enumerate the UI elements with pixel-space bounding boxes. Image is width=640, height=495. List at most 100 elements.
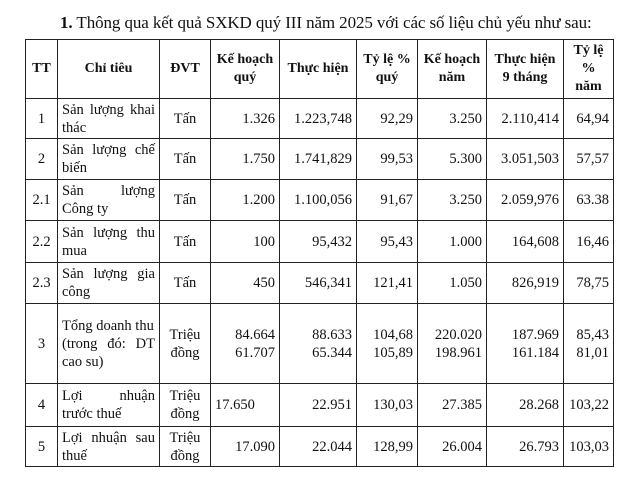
cell-tl-nam: 63.38	[563, 179, 614, 221]
cell-text: 26.793	[519, 438, 559, 455]
cell-text: 1.741,829	[294, 151, 352, 167]
cell-text: 121,41	[373, 275, 413, 291]
cell-th9: 26.793	[486, 426, 564, 467]
cell-th9: 164,608	[486, 220, 564, 263]
cell-th9: 2.110,414	[486, 98, 564, 139]
cell-text: 2	[37, 151, 46, 167]
cell-tl-nam: 16,46	[563, 220, 614, 263]
cell-tt: 1	[25, 98, 58, 139]
cell-th: 1.741,829	[279, 138, 357, 180]
cell-tt: 3	[25, 303, 58, 384]
cell-text: 3.051,503	[501, 151, 559, 167]
cell-unit: Tấn	[159, 220, 211, 263]
cell-text: 88.633	[312, 326, 352, 343]
cell-tl-nam: 78,75	[563, 262, 614, 304]
cell-text: 2.1	[32, 192, 51, 208]
cell-text: 17.650	[215, 397, 255, 413]
cell-text-sub: 65.344	[312, 344, 352, 361]
cell-text: 95,432	[312, 233, 352, 250]
cell-kh-quy: 17.090	[210, 426, 280, 467]
cell-kh-quy: 84.664 61.707	[210, 303, 280, 384]
cell-tl-quy: 95,43	[356, 220, 418, 263]
cell-text: Sản lượng thu mua	[62, 224, 155, 259]
cell-text: 1.750	[242, 151, 275, 167]
cell-text: 16,46	[576, 233, 609, 250]
cell-text: Triệu đồng	[169, 388, 201, 422]
cell-name: Sản lượng Công ty	[57, 179, 160, 221]
cell-tl-nam: 64,94	[563, 98, 614, 139]
cell-text: 1.000	[449, 233, 482, 250]
cell-kh-quy: 17.650	[210, 383, 280, 427]
cell-tt: 2.2	[25, 220, 58, 263]
table-row: 4 Lợi nhuận trước thuế Triệu đồng 17.650 22.…	[25, 383, 614, 427]
cell-text: Tấn	[173, 192, 197, 208]
cell-text: 26.004	[442, 438, 482, 455]
cell-th: 22.044	[279, 426, 357, 467]
cell-kh-nam: 3.250	[417, 98, 487, 139]
cell-name: Tổng doanh thu (trong đó: DT cao su)	[57, 303, 160, 384]
cell-text: 128,99	[373, 438, 413, 455]
cell-text: Tấn	[173, 151, 197, 167]
cell-unit: Triệu đồng	[159, 383, 211, 427]
header-ke-hoach-quy: Kế hoạch quý	[210, 39, 280, 99]
cell-text: 546,341	[304, 275, 352, 291]
section-title: 1. Thông qua kết quả SXKD quý III năm 20…	[60, 13, 592, 33]
cell-text: 85,43	[576, 326, 609, 343]
header-thuc-hien-9-thang: Thực hiện 9 tháng	[486, 39, 564, 99]
cell-text: Sản lượng gia công	[62, 266, 155, 300]
cell-text: 2.3	[32, 275, 51, 291]
header-thuc-hien: Thực hiện	[279, 39, 357, 99]
cell-tl-quy: 121,41	[356, 262, 418, 304]
cell-text: 99,53	[380, 151, 413, 167]
header-dvt: ĐVT	[159, 39, 211, 99]
cell-text: 27.385	[442, 397, 482, 413]
cell-text: 3.250	[449, 110, 482, 127]
cell-kh-nam: 26.004	[417, 426, 487, 467]
cell-th: 546,341	[279, 262, 357, 304]
cell-tt: 2.1	[25, 179, 58, 221]
cell-kh-nam: 3.250	[417, 179, 487, 221]
cell-name: Lợi nhuận trước thuế	[57, 383, 160, 427]
header-tt: TT	[25, 39, 58, 99]
cell-text: 104,68	[373, 326, 413, 343]
cell-text: 187.969	[511, 326, 559, 343]
section-title-text: Thông qua kết quả SXKD quý III năm 2025 …	[72, 13, 592, 32]
cell-name: Sản lượng thu mua	[57, 220, 160, 263]
cell-text: Tấn	[173, 275, 197, 291]
cell-tl-quy: 128,99	[356, 426, 418, 467]
cell-text: 22.951	[312, 397, 352, 413]
table-row: 2.2 Sản lượng thu mua Tấn 100 95,432 95,43 1.0…	[25, 220, 614, 263]
cell-text: 5.300	[449, 151, 482, 167]
cell-text: 1.223,748	[294, 110, 352, 127]
cell-text: Tấn	[173, 233, 197, 250]
cell-kh-nam: 5.300	[417, 138, 487, 180]
cell-th9: 826,919	[486, 262, 564, 304]
header-chi-tieu: Chỉ tiêu	[57, 39, 160, 99]
cell-text: 164,608	[511, 233, 559, 250]
cell-th9: 187.969 161.184	[486, 303, 564, 384]
cell-th9: 3.051,503	[486, 138, 564, 180]
cell-text: 1.326	[242, 110, 275, 127]
cell-kh-quy: 1.326	[210, 98, 280, 139]
cell-text: Triệu đồng	[169, 326, 201, 361]
cell-tt: 2.3	[25, 262, 58, 304]
cell-tl-nam: 103,22	[563, 383, 614, 427]
cell-text-sub: 198.961	[434, 344, 482, 361]
table-row: 2.3 Sản lượng gia công Tấn 450 546,341 121,41…	[25, 262, 614, 304]
cell-name: Sản lượng gia công	[57, 262, 160, 304]
cell-tl-quy: 91,67	[356, 179, 418, 221]
cell-text: 84.664	[235, 326, 275, 343]
cell-text-sub: 105,89	[373, 344, 413, 361]
cell-kh-quy: 100	[210, 220, 280, 263]
results-table: TT Chỉ tiêu ĐVT Kế hoạch quý Thực hiện T…	[25, 39, 614, 467]
cell-text: 130,03	[373, 397, 413, 413]
table-row: 5 Lợi nhuận sau thuế Triệu đồng 17.090 22.04…	[25, 426, 614, 467]
cell-tl-quy: 92,29	[356, 98, 418, 139]
cell-text: Sản lượng khai thác	[62, 101, 155, 136]
cell-text-sub: (trong đó: DT cao su)	[62, 335, 155, 370]
header-ty-le-nam: Tỷ lệ % năm	[563, 39, 614, 99]
section-number: 1.	[60, 13, 73, 32]
cell-text: 1.100,056	[294, 192, 352, 208]
cell-text-sub: 161.184	[511, 344, 559, 361]
table-row: 2 Sản lượng chế biến Tấn 1.750 1.741,829 99,5…	[25, 138, 614, 180]
